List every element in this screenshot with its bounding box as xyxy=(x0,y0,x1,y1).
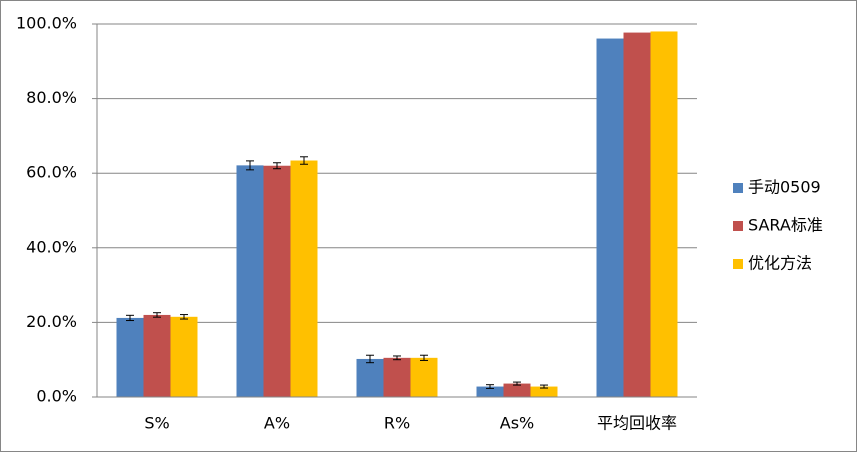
legend-swatch xyxy=(733,259,743,269)
bar xyxy=(383,357,411,397)
y-tick-label: 0.0% xyxy=(36,387,77,406)
bar xyxy=(290,160,318,397)
bar xyxy=(116,317,144,397)
y-tick-label: 60.0% xyxy=(26,163,77,182)
bar xyxy=(410,357,438,397)
y-tick-label: 20.0% xyxy=(26,312,77,331)
bar xyxy=(263,165,291,397)
x-tick-label: As% xyxy=(500,414,534,433)
legend-label: 优化方法 xyxy=(748,254,812,273)
legend-label: 手动0509 xyxy=(748,178,821,197)
x-tick-label: R% xyxy=(384,414,410,433)
x-tick-label: S% xyxy=(144,414,169,433)
bar xyxy=(503,383,531,397)
bar xyxy=(143,314,171,397)
x-tick-label: 平均回收率 xyxy=(597,414,677,433)
legend-swatch xyxy=(733,183,743,193)
bar xyxy=(356,358,384,397)
x-tick-label: A% xyxy=(264,414,290,433)
y-tick-label: 100.0% xyxy=(16,14,77,33)
bar xyxy=(623,32,651,397)
y-tick-label: 80.0% xyxy=(26,88,77,107)
bar xyxy=(170,316,198,397)
legend-swatch xyxy=(733,221,743,231)
y-tick-label: 40.0% xyxy=(26,237,77,256)
bar xyxy=(476,386,504,397)
bar xyxy=(596,38,624,398)
bar xyxy=(530,386,558,397)
legend-label: SARA标准 xyxy=(748,216,823,235)
bar xyxy=(650,31,678,398)
bar xyxy=(236,165,264,397)
